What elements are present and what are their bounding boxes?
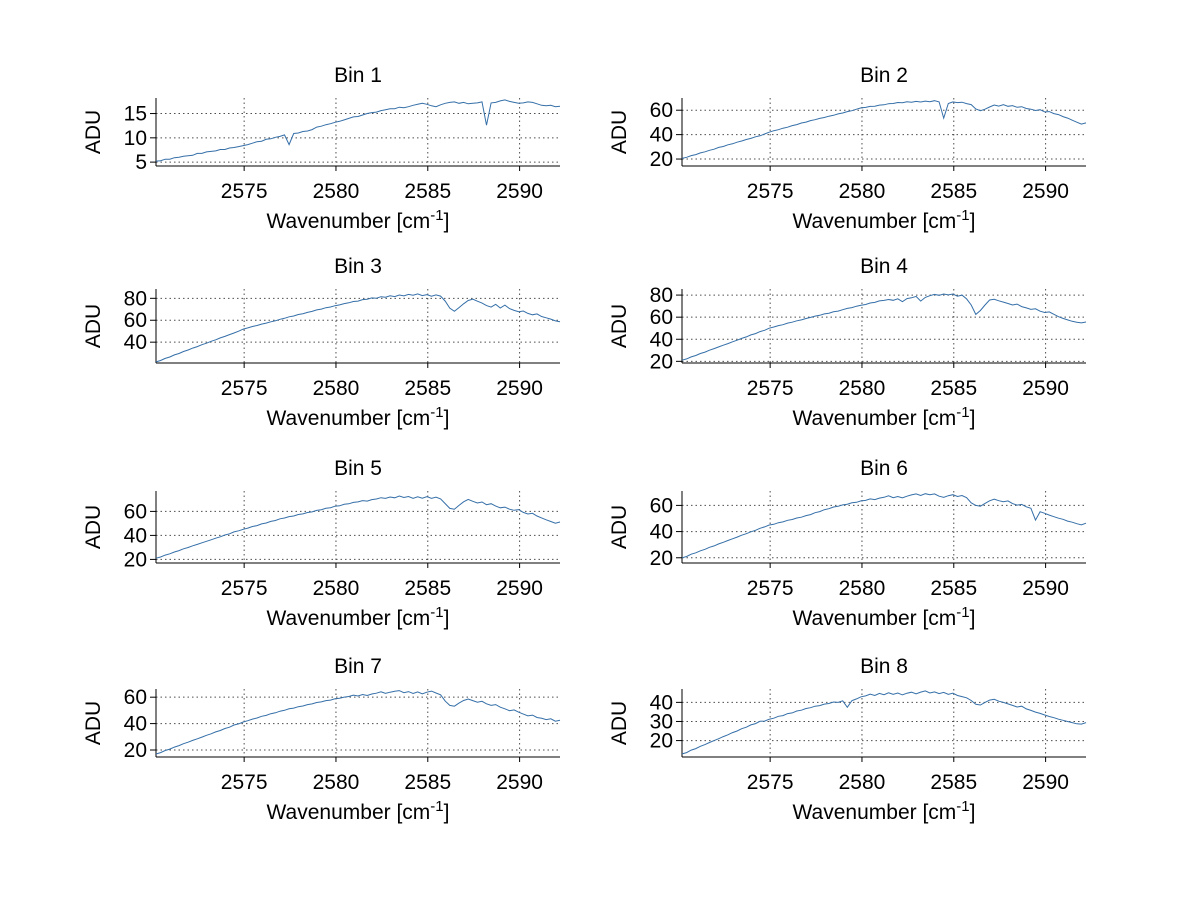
y-tick-label: 30	[650, 710, 673, 733]
spectrum-line	[681, 293, 1087, 361]
y-axis-label: ADU	[608, 304, 631, 348]
y-tick-label: 80	[124, 287, 147, 310]
x-tick-label: 2575	[747, 377, 794, 400]
x-tick-label: 2585	[930, 377, 977, 400]
y-tick-label: 40	[650, 124, 673, 147]
y-axis-label: ADU	[82, 110, 105, 154]
y-tick-label: 60	[124, 500, 147, 523]
spectrum-line	[681, 493, 1087, 559]
x-tick-label: 2580	[313, 180, 360, 203]
x-tick-label: 2590	[1022, 771, 1069, 794]
x-tick-label: 2580	[839, 577, 886, 600]
spectrum-line	[681, 690, 1087, 755]
subplot-title: Bin 4	[860, 255, 908, 278]
y-tick-label: 40	[650, 691, 673, 714]
x-tick-label: 2575	[221, 577, 268, 600]
x-tick-label: 2580	[313, 377, 360, 400]
x-tick-label: 2575	[221, 180, 268, 203]
subplot-title: Bin 1	[334, 64, 382, 87]
x-axis-label: Wavenumber [cm-1]	[793, 404, 976, 430]
x-tick-label: 2590	[496, 577, 543, 600]
y-tick-label: 5	[135, 151, 147, 174]
x-tick-label: 2585	[404, 771, 451, 794]
y-tick-label: 15	[124, 103, 147, 126]
y-tick-label: 40	[124, 331, 147, 354]
y-tick-label: 80	[650, 284, 673, 307]
y-tick-label: 20	[650, 730, 673, 753]
x-tick-label: 2580	[313, 577, 360, 600]
x-tick-label: 2580	[839, 771, 886, 794]
spectrum-line	[155, 690, 561, 755]
y-tick-label: 20	[124, 548, 147, 571]
y-tick-label: 40	[124, 713, 147, 736]
x-tick-label: 2575	[747, 577, 794, 600]
y-tick-label: 60	[650, 99, 673, 122]
spectrum-line	[681, 100, 1087, 159]
y-tick-label: 40	[650, 328, 673, 351]
y-tick-label: 60	[124, 309, 147, 332]
y-axis-label: ADU	[82, 304, 105, 348]
x-tick-label: 2590	[1022, 377, 1069, 400]
x-tick-label: 2575	[221, 377, 268, 400]
subplot-title: Bin 6	[860, 457, 908, 480]
y-tick-label: 40	[124, 524, 147, 547]
x-tick-label: 2585	[930, 577, 977, 600]
x-tick-label: 2585	[930, 771, 977, 794]
y-tick-label: 20	[650, 547, 673, 570]
x-tick-label: 2585	[404, 180, 451, 203]
y-tick-label: 60	[124, 686, 147, 709]
x-tick-label: 2590	[496, 377, 543, 400]
y-tick-label: 40	[650, 521, 673, 544]
y-axis-label: ADU	[82, 701, 105, 745]
x-axis-label: Wavenumber [cm-1]	[793, 207, 976, 233]
subplot-bin-7: Bin 7 2575 2580 2585 2590 20 40 60 ADU Wavenumber…	[82, 655, 561, 824]
x-tick-label: 2585	[930, 180, 977, 203]
y-axis-label: ADU	[608, 110, 631, 154]
y-tick-label: 10	[124, 127, 147, 150]
x-axis-label: Wavenumber [cm-1]	[267, 604, 450, 630]
spectrum-line	[155, 99, 561, 162]
x-tick-label: 2575	[747, 180, 794, 203]
y-tick-label: 20	[124, 739, 147, 762]
x-axis-label: Wavenumber [cm-1]	[793, 798, 976, 824]
x-tick-label: 2580	[313, 771, 360, 794]
x-tick-label: 2575	[221, 771, 268, 794]
y-axis-label: ADU	[82, 505, 105, 549]
subplot-title: Bin 5	[334, 457, 382, 480]
subplot-title: Bin 8	[860, 655, 908, 678]
subplot-bin-6: Bin 6 2575 2580 2585 2590 20 40 60 ADU Wavenumber…	[608, 457, 1087, 630]
x-tick-label: 2590	[496, 771, 543, 794]
x-tick-label: 2590	[1022, 180, 1069, 203]
x-tick-label: 2590	[496, 180, 543, 203]
y-axis-label: ADU	[608, 505, 631, 549]
x-axis-label: Wavenumber [cm-1]	[267, 798, 450, 824]
x-tick-label: 2585	[404, 377, 451, 400]
x-axis-label: Wavenumber [cm-1]	[267, 207, 450, 233]
y-tick-label: 60	[650, 494, 673, 517]
x-tick-label: 2585	[404, 577, 451, 600]
x-axis-label: Wavenumber [cm-1]	[793, 604, 976, 630]
y-axis-label: ADU	[608, 701, 631, 745]
x-tick-label: 2590	[1022, 577, 1069, 600]
y-tick-label: 20	[650, 148, 673, 171]
subplot-title: Bin 3	[334, 255, 382, 278]
x-axis-label: Wavenumber [cm-1]	[267, 404, 450, 430]
y-tick-label: 60	[650, 306, 673, 329]
y-tick-label: 20	[650, 350, 673, 373]
subplot-title: Bin 2	[860, 64, 908, 87]
spectrum-line	[155, 495, 561, 559]
x-tick-label: 2575	[747, 771, 794, 794]
subplot-title: Bin 7	[334, 655, 382, 678]
spectrum-line	[155, 293, 561, 363]
x-tick-label: 2580	[839, 180, 886, 203]
x-tick-label: 2580	[839, 377, 886, 400]
